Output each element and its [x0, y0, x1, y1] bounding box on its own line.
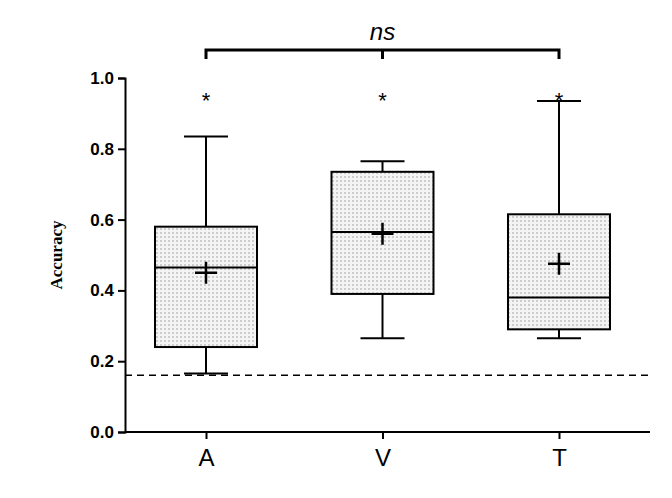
- upper-whisker: [558, 101, 560, 214]
- whisker-cap: [184, 135, 228, 137]
- x-tick-mark: [382, 432, 384, 439]
- y-tick: 0.8: [90, 140, 125, 159]
- y-axis-line: [118, 79, 126, 433]
- y-tick-label: 1.0: [90, 69, 114, 88]
- bracket-line: [206, 50, 559, 59]
- y-tick-mark: [118, 290, 125, 292]
- box-body: [508, 214, 610, 329]
- whisker-cap: [361, 160, 405, 162]
- y-tick-mark: [118, 361, 125, 363]
- mean-marker: [195, 262, 217, 284]
- bracket-label: ns: [370, 18, 395, 45]
- significance-marker: *: [378, 88, 387, 113]
- y-tick: 1.0: [90, 69, 125, 88]
- x-tick-label: T: [552, 444, 567, 471]
- x-tick: A: [198, 432, 214, 471]
- box-body: [332, 172, 434, 294]
- x-tick-mark: [559, 432, 561, 439]
- x-tick-label: V: [375, 444, 391, 471]
- box: [508, 101, 610, 338]
- x-tick: V: [375, 432, 391, 471]
- mean-marker: [372, 223, 394, 245]
- y-tick-label: 0.6: [90, 211, 114, 230]
- y-tick-label: 0.4: [90, 281, 114, 300]
- median-line: [508, 296, 610, 298]
- y-axis-title: Accuracy: [47, 220, 66, 289]
- y-tick-mark: [118, 148, 125, 150]
- mean-marker: [548, 253, 570, 275]
- plot-marks: [125, 101, 650, 375]
- bracket: ns: [206, 18, 559, 59]
- lower-whisker: [382, 294, 384, 338]
- y-tick-label: 0.2: [90, 352, 114, 371]
- significance-marker: *: [202, 88, 211, 113]
- y-tick: 0.4: [90, 281, 125, 300]
- x-tick: T: [552, 432, 567, 471]
- box-body: [155, 227, 257, 347]
- reference-line: [125, 375, 650, 377]
- lower-whisker: [558, 329, 560, 338]
- box: [332, 161, 434, 338]
- whisker-cap: [184, 373, 228, 375]
- box: [155, 136, 257, 373]
- y-tick-label: 0.8: [90, 140, 114, 159]
- upper-whisker: [205, 136, 207, 226]
- x-axis-line: [125, 431, 650, 433]
- whisker-cap: [361, 337, 405, 339]
- y-tick: 0.2: [90, 352, 125, 371]
- y-tick-label: 0.0: [90, 423, 114, 442]
- y-tick-mark: [118, 78, 125, 80]
- y-tick-mark: [118, 432, 125, 434]
- significance-marker: *: [555, 88, 564, 113]
- x-tick-mark: [206, 432, 208, 439]
- upper-whisker: [382, 161, 384, 172]
- y-axis: 0.0 0.2 0.4 0.6 0.8 1.0: [90, 69, 125, 442]
- y-tick: 0.0: [90, 423, 125, 442]
- chart: 0.0 0.2 0.4 0.6 0.8 1.0 Accuracy A V T * * * ns: [0, 0, 672, 498]
- y-tick-mark: [118, 219, 125, 221]
- x-tick-label: A: [198, 444, 214, 471]
- lower-whisker: [205, 347, 207, 374]
- whisker-cap: [537, 337, 581, 339]
- x-axis: AVT: [125, 432, 650, 471]
- y-tick: 0.6: [90, 211, 125, 230]
